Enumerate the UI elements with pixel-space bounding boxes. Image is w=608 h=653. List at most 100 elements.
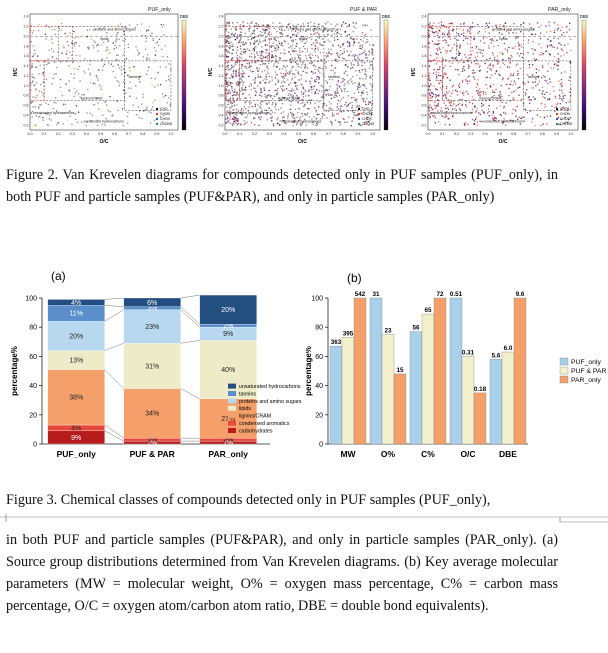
chart-a-bar-segment bbox=[123, 388, 181, 439]
vk-y-tick: 2.4 bbox=[24, 15, 29, 19]
vk-x-tick: 0.6 bbox=[511, 132, 516, 136]
vk-colorbar bbox=[581, 19, 587, 131]
vk-x-tick: 0.8 bbox=[540, 132, 545, 136]
vk-panel-puf-par: proteins and amino sugars lipids tannins li… bbox=[208, 7, 391, 145]
chart-a-connector bbox=[180, 388, 200, 399]
vk-legend-label: CHO bbox=[362, 107, 370, 111]
vk-region-box bbox=[442, 60, 524, 101]
chart-a-connector bbox=[104, 430, 124, 442]
chart-a-data-label: 34% bbox=[145, 411, 159, 418]
chart-a-legend-swatch bbox=[228, 428, 236, 433]
vk-y-tick: 1.6 bbox=[219, 54, 224, 58]
vk-colorbar-label: DBE bbox=[580, 14, 589, 19]
vk-legend-swatch bbox=[156, 123, 158, 125]
chart-b-data-label: 9.6 bbox=[516, 291, 525, 298]
chart-a-connector bbox=[104, 369, 124, 389]
figure-2-caption: Figure 2. Van Krevelen diagrams for comp… bbox=[6, 167, 558, 205]
vk-y-tick: 0.6 bbox=[422, 104, 427, 108]
chart-b-data-label: 15 bbox=[396, 367, 404, 374]
chart-b-data-label: 23 bbox=[384, 328, 392, 335]
chart-a-y-tick-label: 0 bbox=[33, 442, 37, 449]
chart-b-category-label: O/C bbox=[460, 449, 475, 459]
chart-a-data-label: 13% bbox=[69, 357, 83, 364]
vk-y-tick: 1.0 bbox=[219, 84, 224, 88]
vk-x-tick: 0.5 bbox=[98, 132, 103, 136]
chart-a-category-label: PAR_only bbox=[208, 449, 248, 459]
chart-a-legend-swatch bbox=[228, 420, 236, 426]
vk-y-tick: 0.8 bbox=[219, 94, 224, 98]
chart-b-bar bbox=[329, 345, 343, 445]
vk-y-tick: 1.4 bbox=[24, 64, 29, 68]
chart-a-bar-segment bbox=[47, 369, 105, 426]
vk-region-box bbox=[43, 60, 125, 101]
vk-y-tick: 2.2 bbox=[219, 25, 224, 29]
vk-legend-swatch bbox=[358, 118, 360, 120]
vk-y-tick: 0.4 bbox=[24, 113, 29, 117]
vk-x-tick: 0.7 bbox=[526, 132, 531, 136]
chart-a-y-tick-label: 60 bbox=[29, 354, 37, 361]
vk-legend-label: CHONS bbox=[160, 122, 173, 126]
stacked-bar-chart-a: (a) 0 20 40 60 80 100 percentage% 9% 4% 38% 13% 20% 1… bbox=[10, 269, 302, 459]
chart-b-bar bbox=[489, 359, 503, 445]
chart-a-connector bbox=[104, 309, 124, 322]
vk-region-label: proteins and amino sugars bbox=[492, 27, 535, 31]
vk-y-tick: 0.2 bbox=[24, 123, 29, 127]
chart-b-y-tick-label: 80 bbox=[315, 325, 323, 332]
chart-a-y-tick-label: 80 bbox=[29, 325, 37, 332]
vk-y-tick: 0.2 bbox=[422, 123, 427, 127]
chart-b-bar bbox=[473, 392, 487, 445]
vk-region-label: proteins and amino sugars bbox=[93, 27, 136, 31]
chart-b-data-label: 363 bbox=[331, 339, 342, 346]
chart-b-y-tick-label: 100 bbox=[311, 296, 323, 303]
vk-legend-swatch bbox=[156, 108, 158, 110]
chart-b-bar bbox=[353, 297, 367, 445]
chart-a-y-tick-label: 20 bbox=[29, 412, 37, 419]
vk-legend-swatch bbox=[556, 113, 558, 115]
vk-legend-swatch bbox=[556, 108, 558, 110]
vk-x-label: O/C bbox=[499, 139, 508, 145]
chart-a-data-label: 4% bbox=[71, 300, 81, 307]
chart-a-data-label: 9% bbox=[223, 331, 233, 338]
page-break-marker bbox=[0, 514, 608, 523]
vk-panel-title: PUF & PAR bbox=[350, 7, 377, 13]
chart-a-legend-swatch bbox=[228, 398, 236, 404]
vk-legend-label: CHONS bbox=[362, 122, 375, 126]
vk-legend-label: CHOS bbox=[160, 117, 171, 121]
vk-y-tick: 1.8 bbox=[24, 44, 29, 48]
vk-region-label: condensed hydrocarbons bbox=[281, 120, 322, 124]
chart-b-bar bbox=[393, 373, 407, 445]
vk-region-label: tannins bbox=[328, 75, 340, 79]
vk-x-tick: 0.6 bbox=[311, 132, 316, 136]
vk-y-tick: 2.0 bbox=[422, 34, 427, 38]
chart-b-bar bbox=[341, 337, 355, 445]
chart-a-panel-label: (a) bbox=[51, 269, 66, 283]
vk-x-tick: 1.0 bbox=[168, 132, 173, 136]
chart-b-legend-label: PUF_only bbox=[571, 359, 601, 366]
vk-y-tick: 2.4 bbox=[219, 15, 224, 19]
vk-y-tick: 1.8 bbox=[219, 44, 224, 48]
vk-region-label: lipids bbox=[100, 37, 108, 41]
chart-a-data-label: 11% bbox=[69, 311, 83, 318]
vk-legend-label: CHON bbox=[160, 112, 171, 116]
vk-region-label: lipids bbox=[299, 37, 307, 41]
chart-b-data-label: 542 bbox=[355, 291, 366, 298]
vk-y-tick: 1.2 bbox=[219, 74, 224, 78]
vk-y-tick: 1.6 bbox=[422, 54, 427, 58]
chart-b-bar bbox=[409, 331, 423, 445]
vk-x-tick: 1.0 bbox=[370, 132, 375, 136]
chart-a-connector bbox=[180, 306, 200, 325]
chart-a-connector bbox=[180, 309, 200, 328]
chart-a-data-label: 1% bbox=[147, 437, 157, 444]
chart-a-data-label: 2% bbox=[223, 323, 233, 330]
vk-region-box bbox=[29, 26, 73, 62]
vk-region-label: unsaturated hydrocarbons bbox=[431, 111, 473, 115]
chart-b-data-label: 6.0 bbox=[504, 345, 513, 352]
chart-b-y-tick-label: 60 bbox=[315, 354, 323, 361]
chart-b-panel-label: (b) bbox=[347, 271, 362, 285]
figure-3-caption-body: in both PUF and particle samples (PUF&PA… bbox=[6, 532, 558, 614]
vk-plot-frame bbox=[29, 13, 179, 131]
vk-panel-title: PAR_only bbox=[548, 7, 571, 13]
chart-a-category-label: PUF & PAR bbox=[130, 449, 175, 459]
vk-region-box bbox=[29, 60, 45, 101]
chart-b-y-tick-label: 20 bbox=[315, 412, 323, 419]
